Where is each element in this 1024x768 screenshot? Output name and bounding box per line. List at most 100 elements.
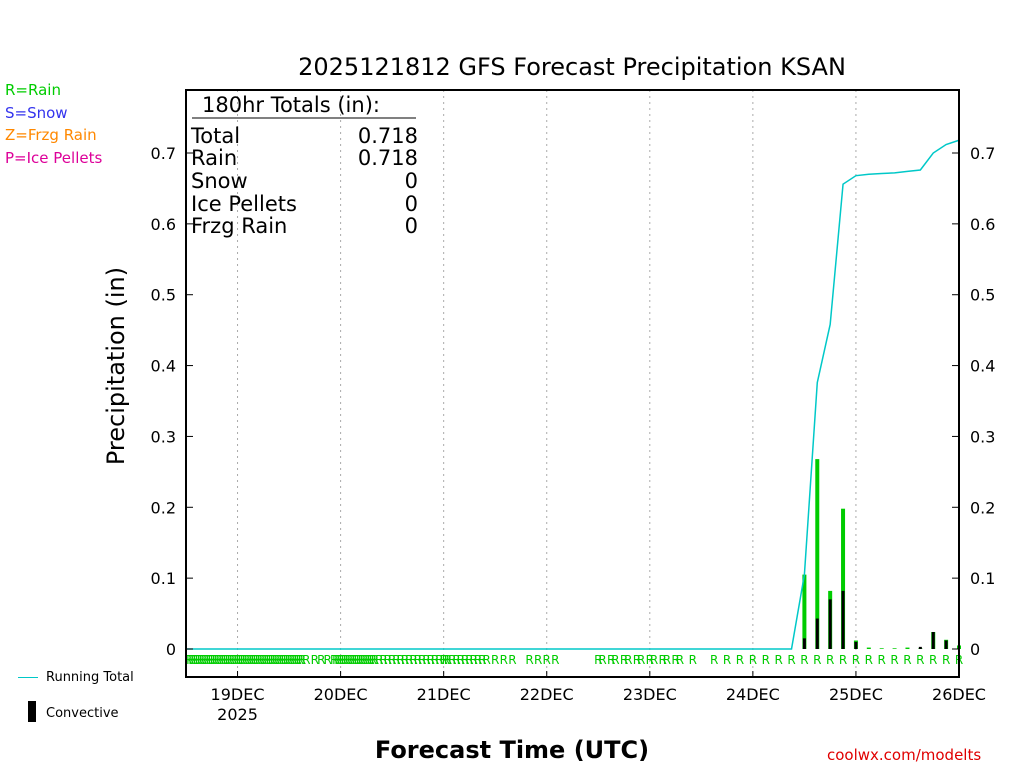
rain-marker: R bbox=[452, 653, 460, 667]
running-total-line bbox=[186, 139, 960, 650]
rain-marker: R bbox=[285, 653, 293, 667]
totals-label-ice-pellets: Ice Pellets bbox=[191, 192, 297, 216]
totals-value-snow: 0 bbox=[405, 169, 418, 193]
rain-marker: R bbox=[364, 653, 372, 667]
rain-marker: R bbox=[611, 653, 619, 667]
convective-bar bbox=[815, 618, 819, 649]
rain-marker: R bbox=[276, 653, 284, 667]
rain-marker: R bbox=[218, 653, 226, 667]
rain-marker: R bbox=[813, 653, 821, 667]
rain-marker: R bbox=[233, 653, 241, 667]
rain-marker: R bbox=[330, 653, 338, 667]
ytick-label-right: 0.6 bbox=[970, 215, 995, 234]
rain-marker: R bbox=[465, 653, 473, 667]
rain-marker: R bbox=[637, 653, 645, 667]
y-axis-ticks: 0 00.1 0.10.2 0.20.3 0.30.4 0.40.5 0.50.6 0.60.… bbox=[151, 144, 996, 659]
ytick-label-right: 0.3 bbox=[970, 427, 995, 446]
totals-box: 180hr Totals (in): Total 0.718 Rain 0.71… bbox=[190, 93, 418, 238]
rain-marker: R bbox=[214, 653, 222, 667]
rain-marker: R bbox=[903, 653, 911, 667]
rain-marker: R bbox=[491, 653, 499, 667]
rain-marker: R bbox=[293, 653, 301, 667]
rain-marker: R bbox=[749, 653, 757, 667]
rain-marker: R bbox=[345, 653, 353, 667]
rain-marker: R bbox=[334, 653, 342, 667]
rain-marker: R bbox=[298, 653, 306, 667]
rain-marker: R bbox=[240, 653, 248, 667]
rain-marker: R bbox=[598, 653, 606, 667]
rain-marker: R bbox=[650, 653, 658, 667]
xtick-label: 26DEC bbox=[932, 685, 986, 704]
rain-marker: R bbox=[281, 653, 289, 667]
rain-marker: R bbox=[710, 653, 718, 667]
rain-marker: R bbox=[839, 653, 847, 667]
rain-marker: R bbox=[431, 653, 439, 667]
convective-bar bbox=[828, 599, 832, 649]
legend-snow: S=Snow bbox=[5, 104, 68, 122]
ytick-label-left: 0.4 bbox=[151, 357, 176, 376]
rain-marker: R bbox=[551, 653, 559, 667]
rain-marker: R bbox=[251, 653, 259, 667]
rain-marker: R bbox=[942, 653, 950, 667]
convective-legend-swatch bbox=[28, 701, 36, 722]
rain-marker: R bbox=[255, 653, 263, 667]
legend-rain: R=Rain bbox=[5, 81, 61, 99]
rain-marker: R bbox=[414, 653, 422, 667]
rain-marker: R bbox=[203, 653, 211, 667]
rain-marker: R bbox=[401, 653, 409, 667]
rain-marker: R bbox=[332, 653, 340, 667]
rain-marker: R bbox=[929, 653, 937, 667]
ytick-label-left: 0.2 bbox=[151, 498, 176, 517]
xtick-label: 22DEC bbox=[520, 685, 574, 704]
rain-marker: R bbox=[671, 653, 679, 667]
rain-marker: R bbox=[296, 653, 304, 667]
rain-marker: R bbox=[244, 653, 252, 667]
rain-marker: R bbox=[762, 653, 770, 667]
rain-marker: R bbox=[259, 653, 267, 667]
precip-bar bbox=[802, 574, 807, 649]
ytick-label-right: 0.2 bbox=[970, 498, 995, 517]
rain-marker: R bbox=[405, 653, 413, 667]
rain-marker: R bbox=[223, 653, 231, 667]
totals-label-rain: Rain bbox=[191, 146, 237, 170]
rain-marker: R bbox=[347, 653, 355, 667]
rain-marker: R bbox=[369, 653, 377, 667]
ytick-label-left: 0.6 bbox=[151, 215, 176, 234]
rain-marker: R bbox=[435, 653, 443, 667]
rain-marker: R bbox=[852, 653, 860, 667]
rain-marker: R bbox=[543, 653, 551, 667]
rain-marker: R bbox=[242, 653, 250, 667]
rain-marker: R bbox=[478, 653, 486, 667]
rain-marker: R bbox=[890, 653, 898, 667]
convective-bar bbox=[854, 641, 858, 649]
rain-marker: R bbox=[266, 653, 274, 667]
rain-marker: R bbox=[482, 653, 490, 667]
rain-marker: R bbox=[268, 653, 276, 667]
rain-marker: R bbox=[826, 653, 834, 667]
grid-lines bbox=[237, 90, 857, 677]
totals-header: 180hr Totals (in): bbox=[202, 93, 380, 117]
rain-marker: R bbox=[336, 653, 344, 667]
rain-marker: R bbox=[371, 653, 379, 667]
xtick-label: 24DEC bbox=[726, 685, 780, 704]
ytick-label-left: 0.5 bbox=[151, 286, 176, 305]
rain-marker: R bbox=[916, 653, 924, 667]
rain-marker: R bbox=[272, 653, 280, 667]
rain-marker: R bbox=[397, 653, 405, 667]
rain-marker: R bbox=[188, 653, 196, 667]
totals-value-frzg-rain: 0 bbox=[405, 214, 418, 238]
ytick-label-right: 0.7 bbox=[970, 144, 995, 163]
credit-link[interactable]: coolwx.com/modelts bbox=[827, 746, 982, 764]
rain-marker: R bbox=[263, 653, 271, 667]
rain-marker: R bbox=[184, 653, 192, 667]
ytick-label-left: 0.3 bbox=[151, 427, 176, 446]
rain-marker: R bbox=[339, 653, 347, 667]
rain-marker: R bbox=[607, 653, 615, 667]
rain-marker: R bbox=[878, 653, 886, 667]
ytick-label-left: 0.1 bbox=[151, 569, 176, 588]
rain-marker: R bbox=[659, 653, 667, 667]
rain-marker: R bbox=[360, 653, 368, 667]
rain-marker: R bbox=[311, 653, 319, 667]
rain-marker: R bbox=[220, 653, 228, 667]
